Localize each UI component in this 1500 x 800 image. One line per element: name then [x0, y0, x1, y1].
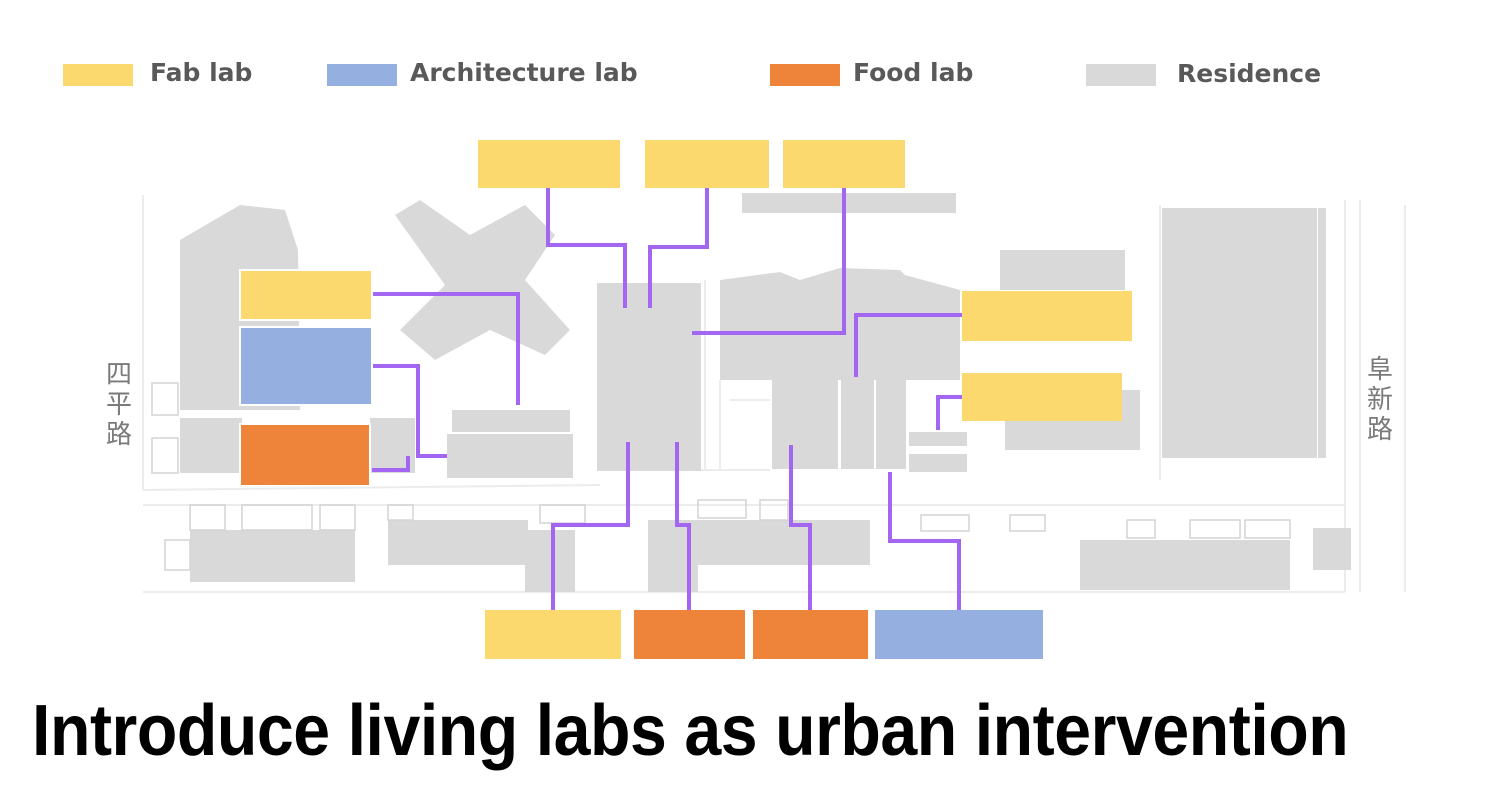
residence-building [742, 193, 956, 213]
fab-lab-block [478, 140, 620, 188]
road-label-left: 四平路 [105, 360, 132, 450]
fab-lab-label: Fab lab [150, 58, 253, 87]
fab-lab-block [645, 140, 769, 188]
legend: Fab lab Architecture lab Food lab Reside… [0, 0, 1500, 110]
road-label-right: 阜新路 [1366, 355, 1393, 445]
residence-building [395, 200, 570, 360]
lab-blocks [239, 140, 1132, 659]
architecture-lab-block [875, 610, 1043, 659]
residence-building [876, 379, 906, 469]
fab-lab-block [485, 610, 621, 659]
fab-lab-swatch [63, 64, 133, 86]
residence-building [597, 283, 701, 471]
food-lab-block [634, 610, 745, 659]
connector-line [789, 445, 812, 610]
residence-building [720, 268, 960, 380]
residence-building [525, 530, 575, 592]
connector-line [692, 188, 846, 335]
connector-line [372, 292, 520, 405]
site-outlines [142, 195, 1406, 593]
food-lab-block [753, 610, 868, 659]
connector-line [888, 472, 961, 610]
residence-swatch [1086, 64, 1156, 86]
residence-building [388, 520, 528, 565]
residence-building [1318, 208, 1326, 458]
connector-line [372, 364, 447, 458]
architecture-lab-block [239, 326, 373, 406]
fab-lab-block [962, 373, 1122, 421]
architecture-lab-label: Architecture lab [410, 58, 638, 87]
connector-line [854, 313, 962, 377]
residence-building [190, 530, 355, 582]
residence-building [447, 434, 573, 478]
residence-building [180, 418, 242, 473]
connector-line [675, 442, 691, 610]
connector-line [546, 188, 627, 308]
connector-line [648, 188, 709, 308]
fab-lab-block [962, 291, 1132, 341]
food-lab-label: Food lab [853, 58, 974, 87]
food-lab-swatch [770, 64, 840, 86]
connector-line [372, 456, 410, 472]
residence-building [1313, 528, 1351, 570]
connector-line [936, 395, 962, 430]
connector-line [551, 442, 630, 610]
residence-building [772, 379, 838, 469]
residence-building [1000, 250, 1125, 290]
residence-building [648, 520, 870, 565]
food-lab-block [239, 423, 371, 487]
residence-building [841, 379, 874, 469]
caption-title: Introduce living labs as urban intervent… [32, 691, 1349, 771]
residence-building [1162, 208, 1317, 458]
fab-lab-block [239, 269, 373, 321]
residence-building [452, 410, 570, 432]
residence-building [909, 432, 967, 446]
residence-building [1080, 540, 1290, 590]
fab-lab-block [783, 140, 905, 188]
residence-label: Residence [1177, 59, 1322, 88]
connector-lines [372, 188, 962, 610]
residence-building [909, 454, 967, 472]
architecture-lab-swatch [327, 64, 397, 86]
